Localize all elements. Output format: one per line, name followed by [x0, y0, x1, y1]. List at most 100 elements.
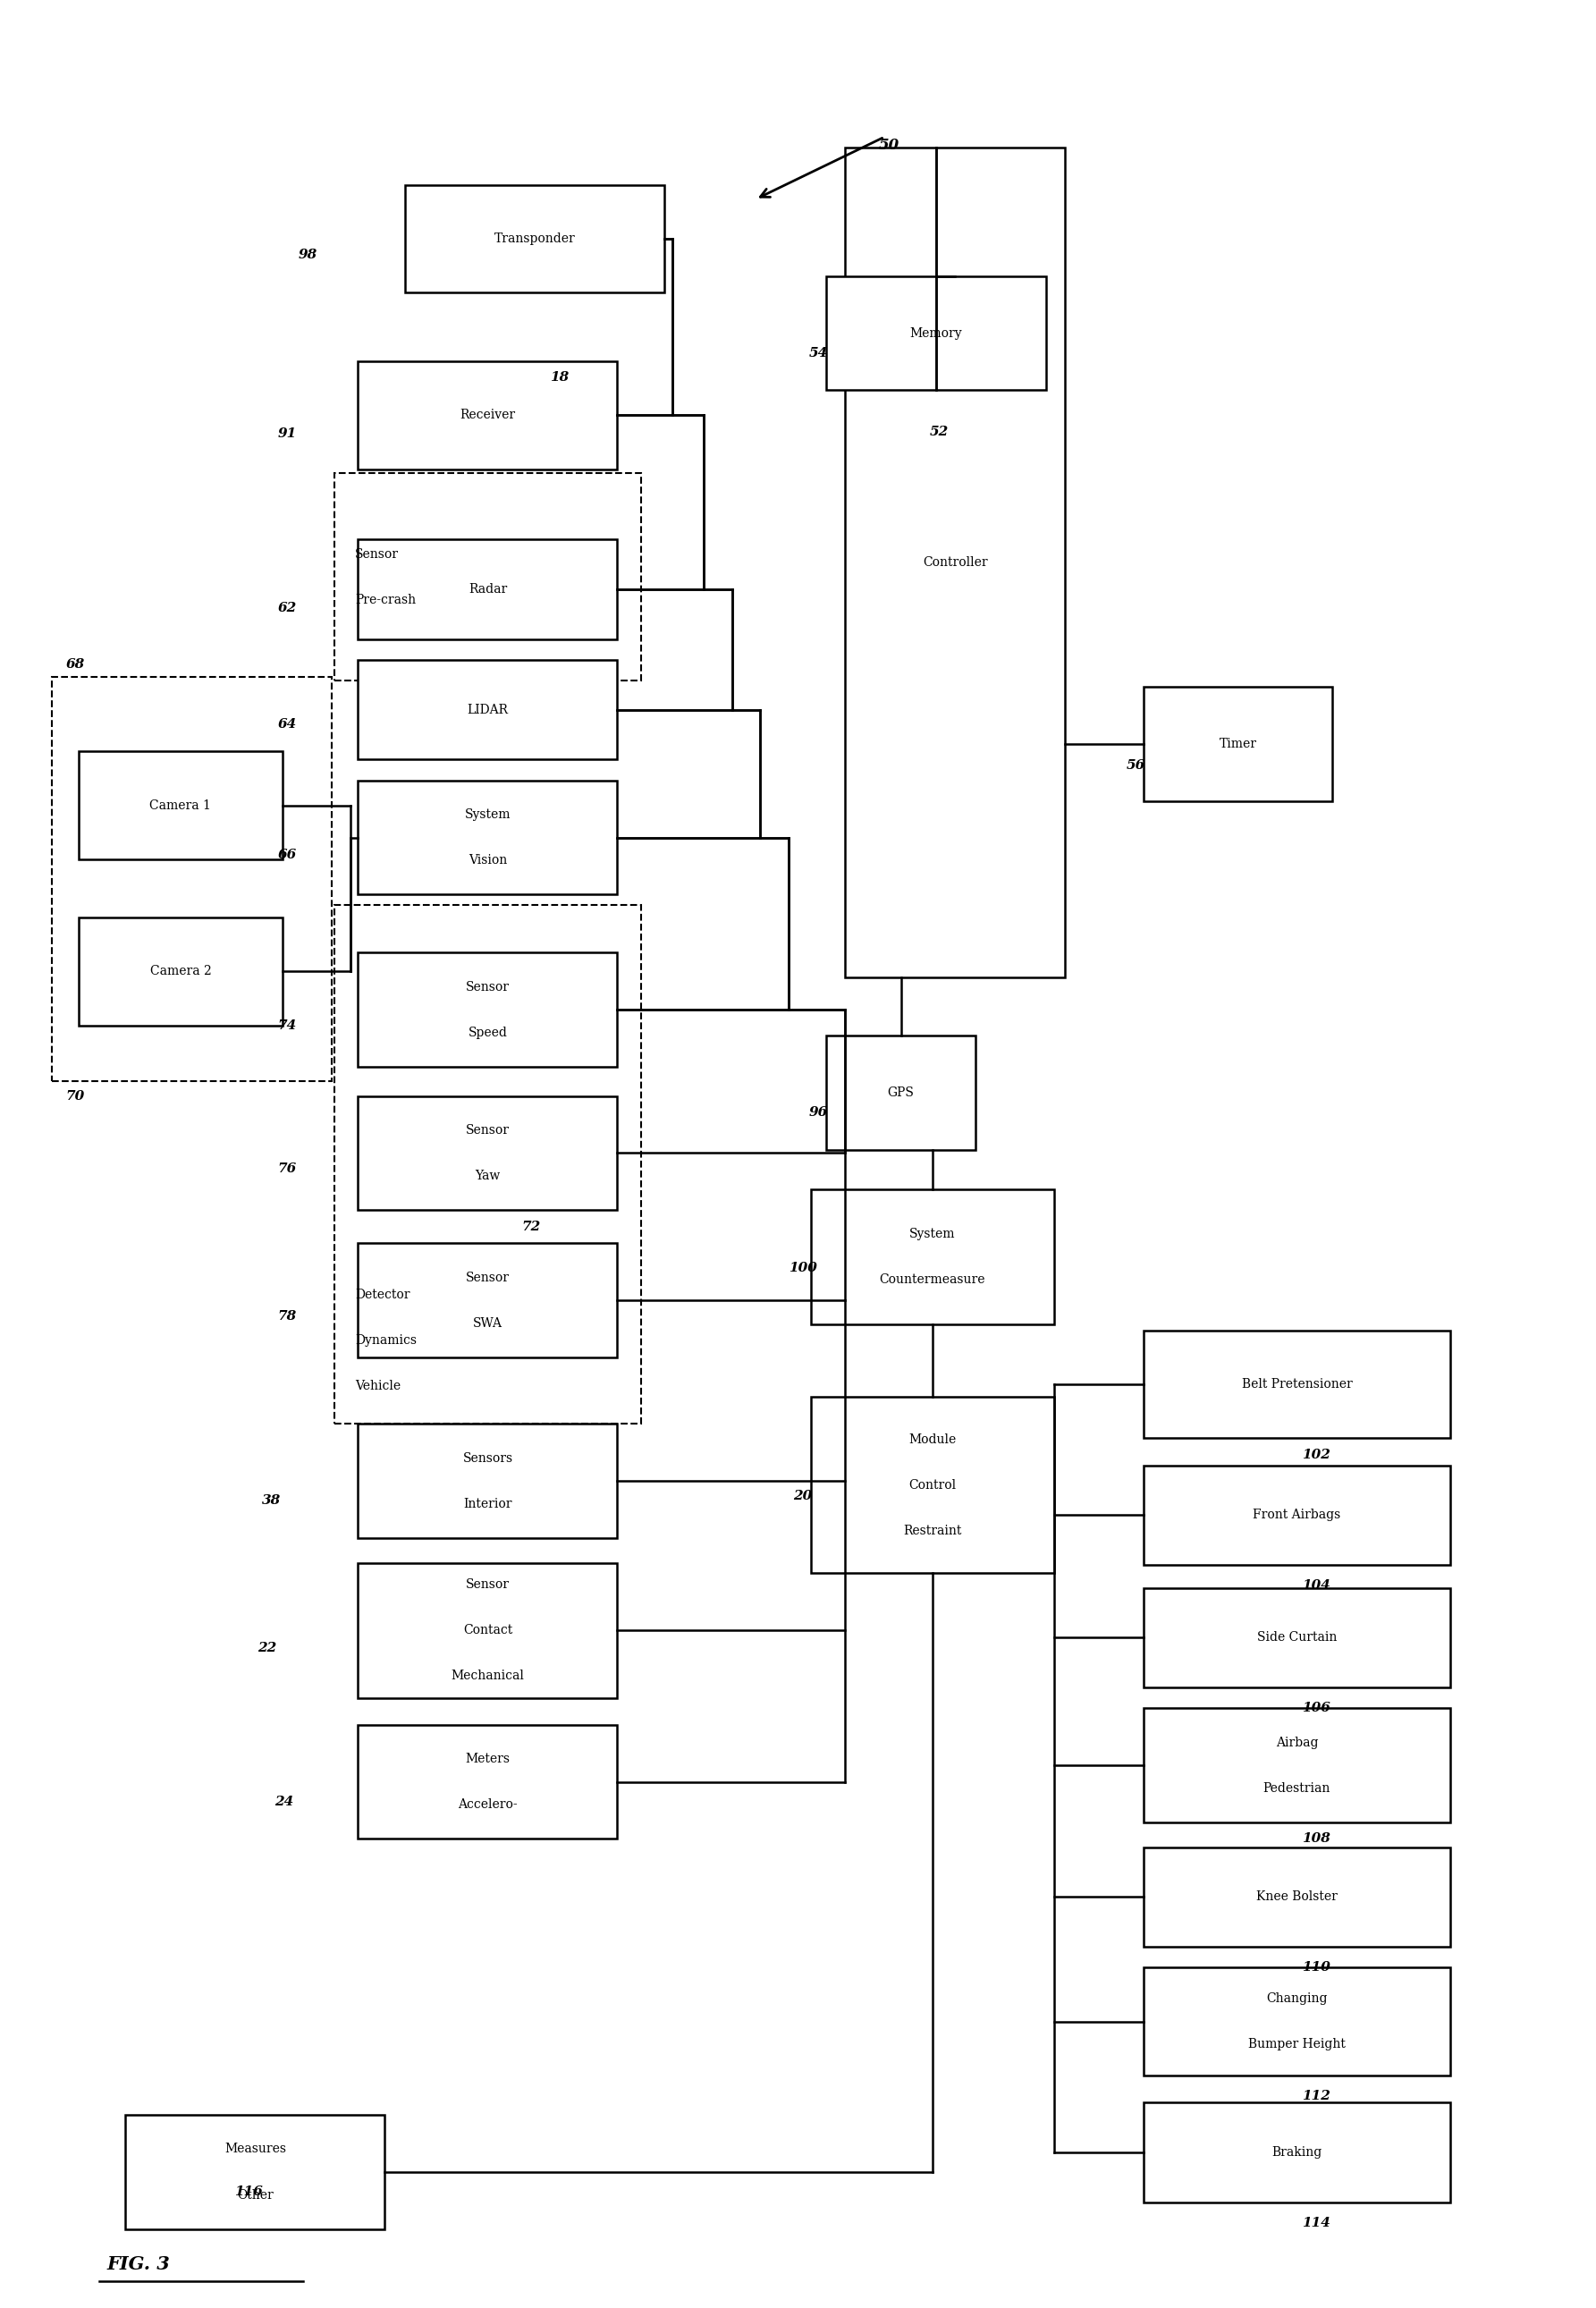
Bar: [358, 360, 618, 469]
Text: 18: 18: [549, 372, 568, 383]
Text: Detector: Detector: [354, 1288, 410, 1302]
Text: LIDAR: LIDAR: [468, 704, 508, 715]
Text: Other: Other: [236, 2188, 273, 2202]
Text: 104: 104: [1302, 1579, 1331, 1593]
Text: Braking: Braking: [1272, 2146, 1321, 2158]
Bar: [78, 752, 282, 859]
Text: 110: 110: [1302, 1962, 1331, 1973]
Text: Radar: Radar: [468, 584, 508, 595]
Text: Sensor: Sensor: [354, 547, 399, 561]
Text: Vehicle: Vehicle: [354, 1380, 401, 1392]
Text: 70: 70: [65, 1089, 85, 1103]
Text: Memory: Memory: [910, 328, 962, 339]
Bar: [811, 1189, 1053, 1325]
Text: 74: 74: [278, 1020, 297, 1032]
Text: Pedestrian: Pedestrian: [1262, 1782, 1331, 1793]
Bar: [1144, 1466, 1451, 1565]
Bar: [78, 916, 282, 1025]
Bar: [1144, 688, 1333, 801]
Bar: [358, 1096, 618, 1209]
Text: GPS: GPS: [887, 1087, 915, 1099]
Text: Sensor: Sensor: [466, 981, 509, 992]
Bar: [1144, 1708, 1451, 1823]
Text: 96: 96: [809, 1106, 828, 1119]
Text: Vision: Vision: [468, 854, 508, 866]
Text: Bumper Height: Bumper Height: [1248, 2038, 1345, 2052]
Text: Speed: Speed: [468, 1027, 508, 1039]
Text: Side Curtain: Side Curtain: [1258, 1632, 1337, 1643]
Bar: [827, 1036, 975, 1149]
Bar: [358, 1244, 618, 1357]
Text: 64: 64: [278, 718, 297, 732]
Text: 50: 50: [879, 138, 900, 152]
Text: Sensor: Sensor: [466, 1272, 509, 1283]
Text: FIG. 3: FIG. 3: [107, 2255, 169, 2273]
Text: 98: 98: [298, 249, 318, 261]
Text: 24: 24: [275, 1796, 294, 1807]
Text: 22: 22: [257, 1641, 276, 1655]
Bar: [405, 185, 664, 293]
Text: Sensor: Sensor: [466, 1579, 509, 1590]
Bar: [358, 1724, 618, 1839]
Text: 78: 78: [278, 1309, 297, 1322]
Text: Receiver: Receiver: [460, 409, 516, 422]
Text: Yaw: Yaw: [476, 1170, 500, 1182]
Text: Airbag: Airbag: [1275, 1736, 1318, 1749]
Text: 38: 38: [262, 1493, 281, 1507]
Bar: [358, 953, 618, 1066]
Text: Belt Pretensioner: Belt Pretensioner: [1242, 1378, 1352, 1392]
Text: Module: Module: [908, 1433, 956, 1445]
Text: 72: 72: [522, 1221, 541, 1232]
Bar: [358, 1424, 618, 1537]
Text: Dynamics: Dynamics: [354, 1334, 417, 1348]
Bar: [1144, 1846, 1451, 1948]
Text: Sensor: Sensor: [466, 1124, 509, 1136]
Text: Control: Control: [908, 1479, 956, 1491]
Text: Changing: Changing: [1266, 1992, 1328, 2006]
Bar: [51, 676, 332, 1082]
Bar: [811, 1396, 1053, 1574]
Text: Mechanical: Mechanical: [452, 1669, 525, 1683]
Bar: [358, 780, 618, 896]
Bar: [335, 473, 642, 681]
Text: Controller: Controller: [922, 556, 988, 568]
Text: 68: 68: [65, 658, 85, 669]
Text: Accelero-: Accelero-: [458, 1798, 517, 1812]
Text: Camera 2: Camera 2: [150, 965, 211, 979]
Text: Timer: Timer: [1219, 739, 1256, 750]
Bar: [126, 2114, 385, 2230]
Text: 62: 62: [278, 602, 297, 614]
Text: Pre-crash: Pre-crash: [354, 593, 417, 607]
Bar: [1144, 1969, 1451, 2075]
Text: 114: 114: [1302, 2216, 1331, 2230]
Bar: [846, 148, 1065, 979]
Text: Contact: Contact: [463, 1625, 512, 1636]
Bar: [358, 1563, 618, 1699]
Text: System: System: [464, 808, 511, 822]
Text: Interior: Interior: [463, 1498, 512, 1509]
Text: 91: 91: [278, 427, 297, 441]
Text: Transponder: Transponder: [495, 233, 576, 245]
Text: 108: 108: [1302, 1833, 1331, 1844]
Bar: [358, 540, 618, 639]
Text: 116: 116: [235, 2186, 262, 2197]
Text: System: System: [910, 1228, 956, 1239]
Text: SWA: SWA: [472, 1318, 503, 1329]
Text: 54: 54: [809, 346, 828, 360]
Text: Restraint: Restraint: [903, 1526, 961, 1537]
Text: 112: 112: [1302, 2091, 1331, 2103]
Text: Knee Bolster: Knee Bolster: [1256, 1890, 1337, 1904]
Text: Measures: Measures: [225, 2144, 286, 2156]
Text: 56: 56: [1127, 759, 1146, 773]
Text: Countermeasure: Countermeasure: [879, 1274, 985, 1286]
Bar: [1144, 1329, 1451, 1438]
Text: Camera 1: Camera 1: [150, 799, 211, 812]
Bar: [1144, 2103, 1451, 2202]
Text: 106: 106: [1302, 1701, 1331, 1715]
Text: Sensors: Sensors: [463, 1452, 512, 1463]
Text: 66: 66: [278, 849, 297, 861]
Bar: [827, 277, 1047, 390]
Text: Front Airbags: Front Airbags: [1253, 1509, 1341, 1521]
Text: 52: 52: [930, 425, 950, 439]
Bar: [1144, 1588, 1451, 1687]
